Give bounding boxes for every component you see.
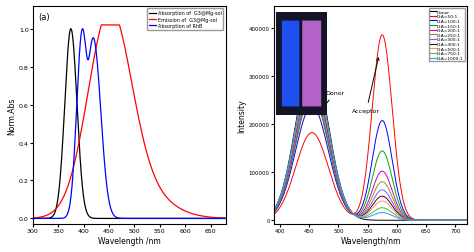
Text: (a): (a)	[38, 13, 50, 22]
Legend: Donor, D:A=50:1, D:A=100:1, D:A=150:1, D:A=200:1, D:A=250:1, D:A=300:1, D:A=400:: Donor, D:A=50:1, D:A=100:1, D:A=150:1, D…	[429, 9, 465, 62]
X-axis label: Wavelength /nm: Wavelength /nm	[98, 236, 161, 245]
X-axis label: Wavelength/nm: Wavelength/nm	[340, 236, 401, 245]
Y-axis label: Intensity: Intensity	[237, 99, 246, 132]
Text: Acceptor: Acceptor	[352, 59, 381, 113]
Y-axis label: Norm.Abs: Norm.Abs	[7, 97, 16, 134]
Text: (b): (b)	[280, 13, 292, 22]
Text: Donor: Donor	[320, 91, 345, 112]
Legend: Absorption of  G3@Mg-sol, Emission of  G3@Mg-sol, Absorption of RhB: Absorption of G3@Mg-sol, Emission of G3@…	[147, 9, 223, 30]
